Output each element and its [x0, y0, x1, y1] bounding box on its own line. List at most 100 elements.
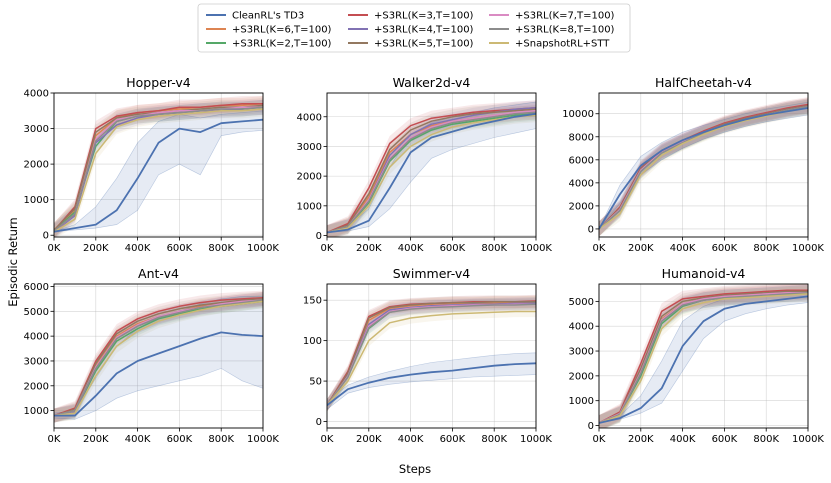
y-tick-label: 6000	[569, 155, 594, 166]
band-cleanrl-s-td3	[54, 110, 263, 232]
line--s3rl-k-3-t-100-	[327, 107, 536, 234]
line--snapshotrl-stt	[54, 108, 263, 233]
y-tick-label: 0	[43, 231, 49, 242]
band--s3rl-k-5-t-100-	[327, 295, 536, 412]
y-tick-label: 5000	[569, 297, 594, 308]
line--s3rl-k-5-t-100-	[54, 298, 263, 417]
legend-entry-5: +S3RL(K=4,T=100)	[374, 25, 474, 36]
x-tick-label: 600K	[712, 243, 738, 254]
y-tick-label: 0	[316, 417, 322, 428]
x-tick-label: 1000K	[247, 434, 279, 445]
line--s3rl-k-3-t-100-	[54, 296, 263, 417]
plot-frame	[53, 283, 264, 429]
y-tick-label: 0	[588, 224, 594, 235]
line--s3rl-k-3-t-100-	[599, 289, 808, 424]
x-tick-label: 200K	[83, 434, 109, 445]
line--s3rl-k-8-t-100-	[327, 111, 536, 234]
y-tick-label: 3000	[297, 142, 322, 153]
legend-entry-2: +S3RL(K=6,T=100)	[232, 25, 332, 36]
x-tick-label: 400K	[670, 243, 696, 254]
panel-4: 0K 200K 400K 600K 800K 1000K 1000 2000 3000 4000 5…	[24, 266, 280, 445]
y-tick-label: 1000	[297, 201, 322, 212]
plot-area	[54, 284, 263, 428]
x-tick-label: 800K	[208, 434, 234, 445]
panel-1: 0K 200K 400K 600K 800K 1000K 0 1000 2000 3000 4000…	[24, 75, 280, 254]
series-group	[54, 96, 263, 237]
x-tick-label: 0K	[321, 243, 334, 254]
band--s3rl-k-4-t-100-	[327, 297, 536, 412]
band-cleanrl-s-td3	[599, 291, 808, 424]
line--s3rl-k-8-t-100-	[327, 303, 536, 406]
plot-frame	[598, 92, 809, 238]
series-group	[327, 294, 536, 412]
x-tick-label: 600K	[440, 434, 466, 445]
legend-entry-7: +S3RL(K=7,T=100)	[515, 11, 615, 22]
band-cleanrl-s-td3	[54, 296, 263, 420]
y-tick-label: 4000	[24, 89, 49, 100]
plot-frame	[598, 283, 809, 429]
x-tick-label: 200K	[83, 243, 109, 254]
line-cleanrl-s-td3	[54, 118, 263, 233]
series-group	[327, 100, 536, 237]
x-tick-label: 600K	[167, 243, 193, 254]
legend-frame	[197, 3, 631, 53]
y-tick-label: 8000	[569, 132, 594, 143]
x-tick-label: 0K	[593, 434, 606, 445]
x-tick-label: 400K	[670, 434, 696, 445]
panel-2: 0K 200K 400K 600K 800K 1000K 0 1000 2000 3000 4000…	[297, 75, 553, 254]
series-group	[599, 97, 808, 237]
y-tick-label: 2000	[24, 160, 49, 171]
line--s3rl-k-5-t-100-	[599, 290, 808, 424]
line-cleanrl-s-td3	[54, 331, 263, 417]
line-cleanrl-s-td3	[599, 295, 808, 424]
y-tick-label: 5000	[24, 307, 49, 318]
plot-area	[599, 93, 808, 237]
plot-frame	[326, 92, 537, 238]
plot-frame	[326, 283, 537, 429]
line--s3rl-k-3-t-100-	[54, 102, 263, 232]
panel-5: 0K 200K 400K 600K 800K 1000K 0 50 100 150 Swimmer-…	[303, 266, 553, 445]
panel-3: 0K 200K 400K 600K 800K 1000K 0 2000 4000 6000 8000…	[562, 75, 824, 254]
series-group	[54, 290, 263, 423]
x-tick-label: 400K	[125, 434, 151, 445]
line--snapshotrl-stt	[327, 114, 536, 234]
x-tick-label: 400K	[125, 243, 151, 254]
x-tick-label: 800K	[753, 434, 779, 445]
band--s3rl-k-2-t-100-	[327, 297, 536, 412]
y-tick-label: 150	[303, 296, 322, 307]
x-tick-label: 0K	[321, 434, 334, 445]
x-tick-label: 800K	[481, 434, 507, 445]
x-tick-label: 600K	[440, 243, 466, 254]
legend-entry-3: +S3RL(K=2,T=100)	[232, 39, 332, 50]
legend-entry-6: +S3RL(K=5,T=100)	[374, 39, 474, 50]
legend-entry-8: +S3RL(K=8,T=100)	[515, 25, 615, 36]
x-tick-label: 200K	[356, 434, 382, 445]
panel-title: Walker2d-v4	[393, 75, 471, 90]
y-tick-label: 3000	[24, 124, 49, 135]
x-tick-label: 200K	[356, 243, 382, 254]
plot-frame	[53, 92, 264, 238]
x-tick-label: 200K	[628, 243, 654, 254]
legend-entry-4: +S3RL(K=3,T=100)	[374, 11, 474, 22]
x-axis-label: Steps	[399, 462, 431, 476]
x-tick-label: 0K	[48, 243, 61, 254]
x-tick-label: 1000K	[792, 434, 824, 445]
panel-title: Swimmer-v4	[393, 266, 471, 281]
y-tick-label: 4000	[569, 322, 594, 333]
x-tick-label: 1000K	[792, 243, 824, 254]
y-tick-label: 50	[309, 377, 322, 388]
y-tick-label: 0	[588, 421, 594, 432]
line--s3rl-k-8-t-100-	[599, 291, 808, 424]
y-tick-label: 6000	[24, 282, 49, 293]
y-tick-label: 2000	[24, 381, 49, 392]
y-tick-label: 4000	[297, 112, 322, 123]
panels: 0K 200K 400K 600K 800K 1000K 0 1000 2000 3000 4000…	[24, 75, 825, 445]
line--s3rl-k-5-t-100-	[327, 108, 536, 234]
x-tick-label: 400K	[398, 243, 424, 254]
y-tick-label: 2000	[569, 371, 594, 382]
band--s3rl-k-7-t-100-	[327, 298, 536, 412]
plot-area	[599, 284, 808, 428]
panel-title: HalfCheetah-v4	[655, 75, 752, 90]
band--s3rl-k-8-t-100-	[327, 298, 536, 412]
